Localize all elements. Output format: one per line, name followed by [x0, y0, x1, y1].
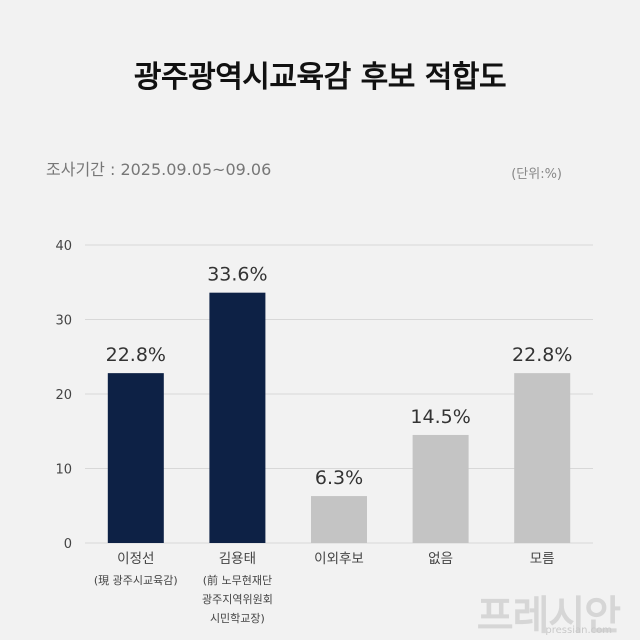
bar — [514, 373, 571, 543]
category-sublabel: 광주지역위원회 — [202, 593, 273, 606]
value-label: 22.8% — [106, 344, 166, 366]
pressian-logo: 프레시안 — [476, 593, 621, 639]
y-tick-label: 20 — [55, 388, 72, 403]
category-label: 이정선 — [117, 551, 154, 567]
value-label: 6.3% — [315, 467, 363, 489]
category-label: 이외후보 — [314, 551, 364, 567]
category-label: 김용태 — [219, 551, 256, 567]
value-label: 33.6% — [207, 264, 267, 286]
bar — [209, 292, 266, 543]
y-tick-label: 10 — [55, 463, 72, 478]
category-sublabel: (現 광주시교육감) — [94, 574, 178, 587]
bar — [107, 373, 164, 543]
y-tick-label: 0 — [64, 537, 72, 552]
category-label: 없음 — [428, 551, 453, 567]
pressian-site: pressian.com — [545, 625, 612, 636]
category-sublabel: 시민학교장) — [210, 612, 265, 625]
category-label: 모름 — [530, 551, 555, 567]
y-tick-label: 30 — [55, 314, 72, 329]
bar — [412, 434, 469, 543]
y-tick-label: 40 — [55, 239, 72, 254]
bar — [311, 496, 367, 543]
survey-period: 조사기간 : 2025.09.05~09.06 — [46, 160, 272, 179]
category-sublabel: (前 노무현재단 — [203, 573, 272, 587]
unit-label: (단위:%) — [511, 167, 562, 182]
chart-title: 광주광역시교육감 후보 적합도 — [133, 60, 507, 95]
value-label: 22.8% — [512, 344, 572, 366]
value-label: 14.5% — [410, 406, 470, 428]
